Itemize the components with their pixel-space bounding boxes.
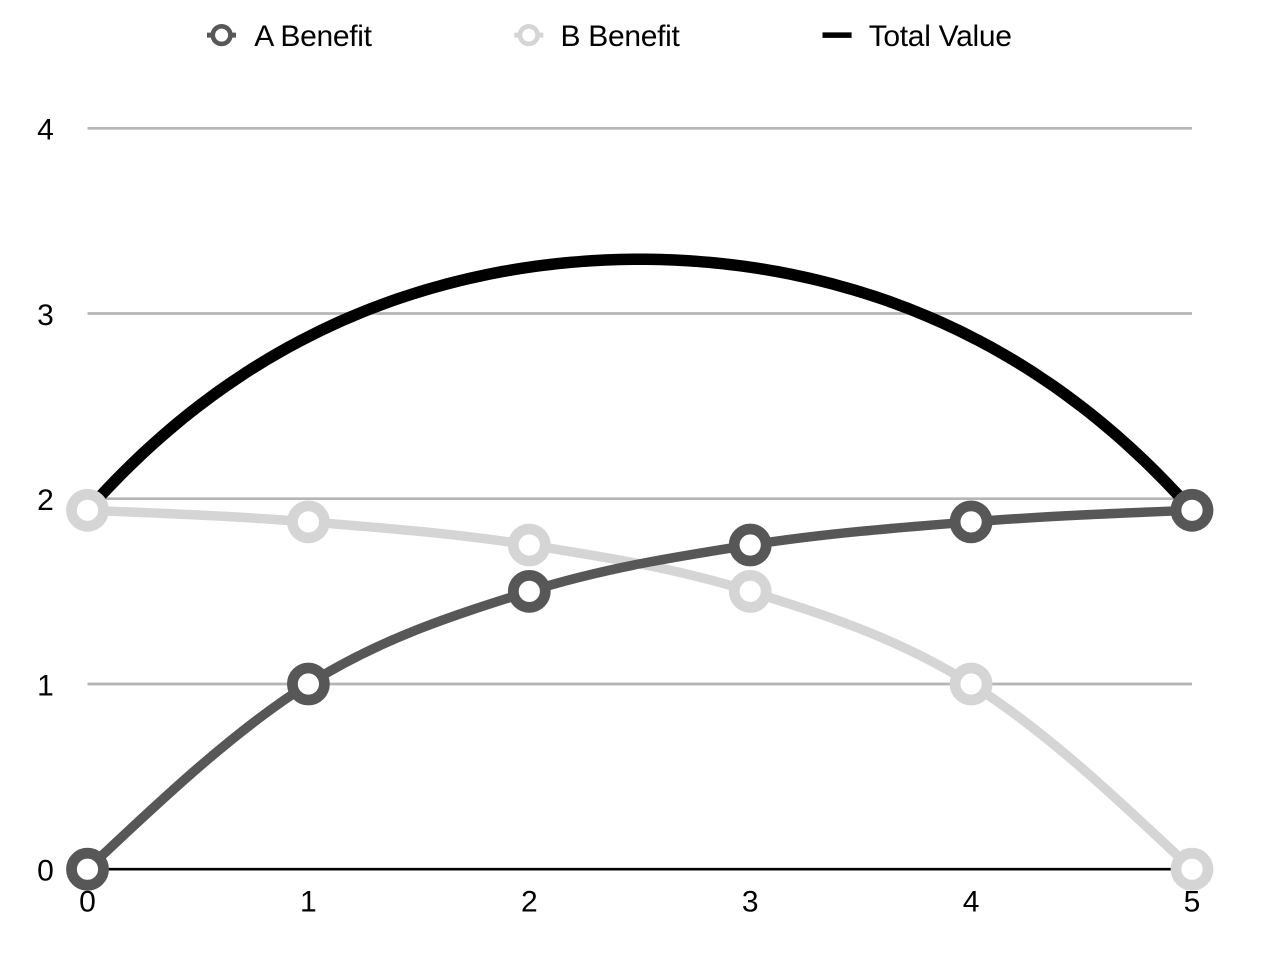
svg-text:B Benefit: B Benefit	[561, 20, 681, 53]
svg-text:1: 1	[37, 669, 54, 702]
svg-text:4: 4	[963, 886, 980, 919]
svg-text:2: 2	[521, 886, 538, 919]
svg-text:4: 4	[37, 114, 54, 147]
svg-text:Total Value: Total Value	[869, 20, 1012, 53]
svg-text:0: 0	[79, 886, 96, 919]
svg-text:3: 3	[37, 299, 54, 332]
svg-text:2: 2	[37, 484, 54, 517]
svg-text:1: 1	[300, 886, 317, 919]
svg-text:0: 0	[37, 855, 54, 888]
svg-text:5: 5	[1184, 886, 1201, 919]
svg-text:3: 3	[742, 886, 759, 919]
svg-text:A Benefit: A Benefit	[254, 20, 372, 53]
